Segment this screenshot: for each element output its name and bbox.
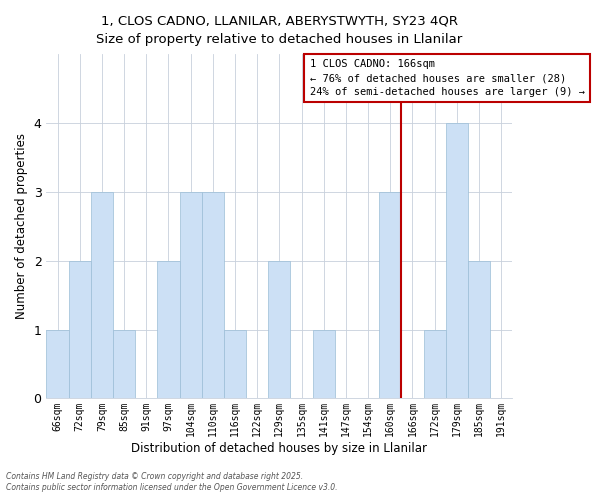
Bar	[202, 192, 224, 398]
Bar	[468, 260, 490, 398]
Bar	[379, 192, 401, 398]
Bar	[424, 330, 446, 398]
Bar	[91, 192, 113, 398]
Text: 1 CLOS CADNO: 166sqm
← 76% of detached houses are smaller (28)
24% of semi-detac: 1 CLOS CADNO: 166sqm ← 76% of detached h…	[310, 60, 584, 98]
Bar	[113, 330, 135, 398]
Bar	[157, 260, 179, 398]
Bar	[46, 330, 68, 398]
Bar	[68, 260, 91, 398]
X-axis label: Distribution of detached houses by size in Llanilar: Distribution of detached houses by size …	[131, 442, 427, 455]
Title: 1, CLOS CADNO, LLANILAR, ABERYSTWYTH, SY23 4QR
Size of property relative to deta: 1, CLOS CADNO, LLANILAR, ABERYSTWYTH, SY…	[96, 15, 463, 46]
Bar	[268, 260, 290, 398]
Bar	[446, 123, 468, 398]
Bar	[179, 192, 202, 398]
Y-axis label: Number of detached properties: Number of detached properties	[15, 134, 28, 320]
Bar	[224, 330, 246, 398]
Bar	[313, 330, 335, 398]
Text: Contains HM Land Registry data © Crown copyright and database right 2025.
Contai: Contains HM Land Registry data © Crown c…	[6, 472, 337, 492]
